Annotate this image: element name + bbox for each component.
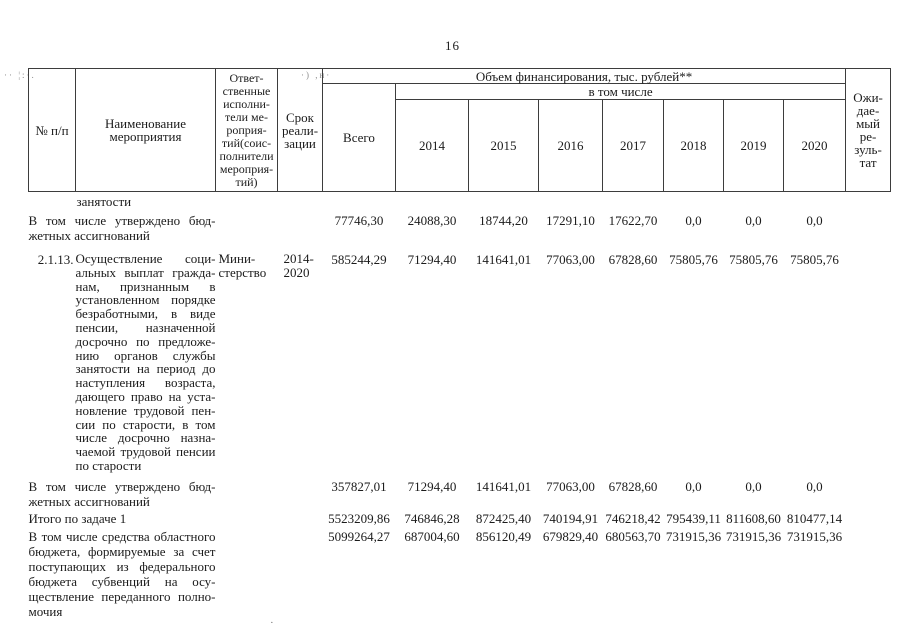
value-cell: 856120,49 (475, 528, 532, 544)
empty-cell (29, 192, 76, 210)
empty-cell (216, 509, 323, 526)
empty-cell (216, 526, 323, 619)
value-cell: 795439,11 (666, 510, 721, 526)
value-cell: 141641,01 (475, 252, 532, 267)
value-cell: 810477,14 (786, 510, 843, 526)
value-cell: 71294,40 (407, 478, 457, 494)
value-cell: 5523209,86 (328, 510, 390, 526)
activity-name: Осуществление соци- альных выплат гражда… (75, 251, 216, 460)
table-row: В том числе средства областного бюджета,… (29, 526, 891, 619)
header-including: в том числе (394, 83, 847, 100)
empty-cell (216, 473, 323, 509)
value-cell: 687004,60 (404, 528, 460, 544)
value-cell: 77063,00 (546, 478, 595, 494)
header-year-2015: 2015 (468, 99, 539, 192)
activity-name-last: по старости (75, 457, 142, 473)
value-cell: 0,0 (806, 478, 823, 494)
value-cell: 17291,10 (546, 213, 595, 228)
financing-table: № п/п Наименование мероприятия Ответ- ст… (28, 68, 892, 619)
empty-cell (846, 509, 891, 526)
value-cell: 746846,28 (404, 510, 460, 526)
value-cell: 0,0 (806, 213, 823, 228)
table-row: занятости (29, 192, 891, 210)
value-cell: 740194,91 (542, 510, 599, 526)
value-cell: 75805,76 (790, 252, 839, 267)
value-cell: 0,0 (685, 213, 702, 228)
value-cell: 141641,01 (475, 478, 532, 494)
row-label-cell: В том числе утверждено бюд- жетных ассиг… (29, 209, 216, 243)
empty-cell (846, 209, 891, 243)
row-label: В том числе утверждено бюд- (28, 478, 216, 494)
header-activity-name: Наименование мероприятия (75, 68, 216, 192)
value-cell: 24088,30 (407, 213, 457, 228)
activity-name-cell: Осуществление соци- альных выплат гражда… (76, 243, 216, 473)
value-cell: 679829,40 (542, 528, 599, 544)
empty-cell (846, 526, 891, 619)
row-label-cont: жетных ассигнований (28, 493, 150, 509)
value-cell: 77746,30 (334, 213, 384, 228)
table-row: В том числе утверждено бюд- жетных ассиг… (29, 473, 891, 509)
empty-cell (846, 473, 891, 509)
value-cell: 731915,36 (725, 528, 782, 544)
table-row: Итого по задаче 1 5523209,86 746846,28 8… (29, 509, 891, 526)
header-year-2019: 2019 (723, 99, 784, 192)
value-cell: 18744,20 (479, 213, 528, 228)
value-cell: 75805,76 (729, 252, 778, 267)
header-executors: Ответ- ственные исполни- тели ме- роприя… (215, 68, 278, 192)
value-cell: 0,0 (745, 213, 762, 228)
executor-cell: Мини- стерство (218, 251, 267, 280)
value-cell: 5099264,27 (328, 528, 390, 544)
header-year-2016: 2016 (538, 99, 603, 192)
value-cell: 731915,36 (786, 528, 843, 544)
value-cell: 67828,60 (608, 252, 658, 267)
header-total: Всего (322, 83, 396, 192)
value-cell: 872425,40 (475, 510, 532, 526)
value-cell: 811608,60 (726, 510, 781, 526)
scan-artifact: ·· ¦:·. (4, 70, 36, 80)
value-cell: 585244,29 (331, 252, 387, 267)
regional-label-cell: В том числе средства областного бюджета,… (29, 526, 216, 619)
value-cell: 77063,00 (546, 252, 595, 267)
total-label-cell: Итого по задаче 1 (29, 509, 216, 526)
row-label-cont: жетных ассигнований (28, 228, 150, 243)
row-label: В том числе утверждено бюд- (28, 213, 216, 228)
header-year-2017: 2017 (602, 99, 664, 192)
value-cell: 17622,70 (608, 213, 658, 228)
regional-label: В том числе средства областного бюджета,… (28, 528, 216, 604)
header-year-2014: 2014 (395, 99, 469, 192)
value-cell: 731915,36 (665, 528, 722, 544)
header-term: Срок реали- зации (277, 68, 323, 192)
total-label: Итого по задаче 1 (28, 510, 127, 526)
table-row: 2.1.13. Осуществление соци- альных выпла… (29, 243, 891, 473)
regional-label-cont: мочия (28, 603, 63, 619)
header-year-2018: 2018 (663, 99, 724, 192)
carryover-text: занятости (76, 194, 132, 209)
value-cell: 680563,70 (605, 528, 661, 544)
value-cell: 75805,76 (669, 252, 718, 267)
empty-cell (216, 209, 323, 243)
term-cell: 2014- 2020 (283, 251, 314, 280)
page-number: 16 (445, 38, 460, 53)
scan-artifact: · (270, 617, 276, 629)
value-cell: 0,0 (685, 478, 702, 494)
value-cell: 67828,60 (608, 478, 658, 494)
value-cell: 71294,40 (407, 252, 457, 267)
header-year-2020: 2020 (782, 99, 847, 192)
item-number: 2.1.13. (37, 252, 74, 267)
table-row: В том числе утверждено бюд- жетных ассиг… (29, 209, 891, 243)
header-financing: Объем финансирования, тыс. рублей** (321, 68, 847, 84)
empty-cell (216, 192, 891, 210)
header-row-number: № п/п (28, 68, 76, 192)
header-expected-result: Ожи- дае- мый ре- зуль- тат (845, 68, 892, 192)
value-cell: 357827,01 (331, 478, 387, 494)
row-label-cell: В том числе утверждено бюд- жетных ассиг… (29, 473, 216, 509)
value-cell: 0,0 (745, 478, 762, 494)
value-cell: 746218,42 (605, 510, 661, 526)
empty-cell (846, 243, 891, 473)
